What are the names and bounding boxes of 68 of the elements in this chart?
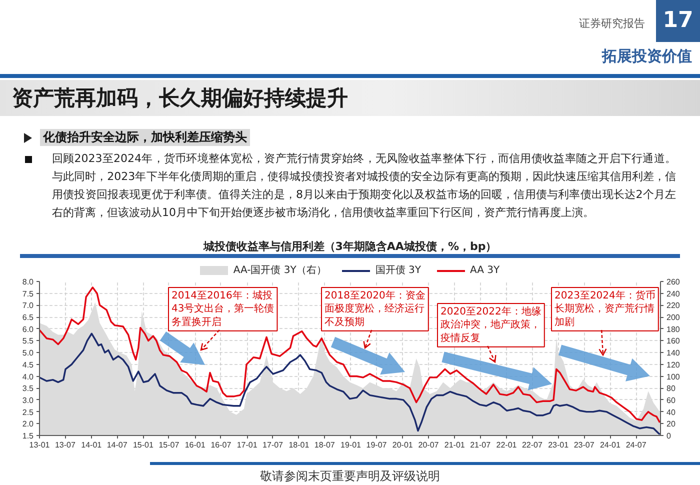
x-tick-label: 24-07	[626, 440, 647, 450]
x-tick-label: 17-07	[262, 440, 284, 450]
x-tick-label: 15-07	[158, 440, 180, 450]
text: 化债抬升安全边际，加快利差压缩势头	[40, 129, 250, 146]
y-tick-label: 6.0	[22, 324, 34, 334]
x-tick-label: 22-01	[496, 440, 518, 450]
text: 敬请参阅末页重要声明及评级说明	[259, 468, 441, 485]
annotation: 2018至2020年：资金面极度宽松，经济运行不及预期	[324, 290, 426, 328]
y-tick-label: 6.5	[22, 313, 34, 322]
x-tick-label: 18-01	[288, 440, 310, 450]
x-tick-label: 14-01	[81, 440, 102, 450]
x-tick-label: 23-07	[574, 440, 595, 450]
legend-label: AA-国开债 3Y（右）	[233, 265, 326, 276]
y-tick-label: 5.5	[22, 336, 34, 346]
x-tick-label: 21-01	[444, 440, 466, 450]
y2-tick-label: 180	[666, 324, 680, 334]
y2-tick-label: 20	[666, 420, 676, 429]
y2-tick-label: 220	[666, 301, 680, 310]
x-tick-label: 24-01	[600, 440, 621, 450]
y2-tick-label: 100	[666, 372, 680, 382]
y-tick-label: 4.0	[22, 372, 34, 382]
x-tick-label: 19-07	[366, 440, 388, 450]
y-tick-label: 8.0	[22, 278, 34, 286]
x-tick-label: 13-01	[29, 440, 50, 450]
chart-title: 资产荒再加码，长久期偏好持续提升	[0, 80, 700, 116]
x-tick-label: 22-07	[522, 440, 543, 450]
y-tick-label: 2.5	[22, 408, 34, 417]
y2-tick-label: 60	[666, 396, 676, 405]
x-tick-label: 18-07	[314, 440, 336, 450]
y-tick-label: 2.0	[22, 420, 34, 429]
y-tick-label: 1.5	[22, 432, 34, 440]
text: 证券研究报告	[578, 16, 645, 31]
legend-label: 国开债 3Y	[375, 265, 422, 276]
x-tick-label: 20-07	[418, 440, 440, 450]
line-series	[40, 286, 660, 424]
y2-tick-label: 120	[666, 360, 680, 370]
y2-tick-label: 140	[666, 348, 680, 358]
x-tick-label: 19-01	[340, 440, 362, 450]
x-tick-label: 17-01	[236, 440, 258, 450]
y2-tick-label: 200	[666, 313, 680, 322]
x-tick-label: 13-07	[54, 440, 76, 450]
y-tick-label: 3.0	[22, 396, 34, 405]
y-tick-label: 3.5	[22, 384, 34, 394]
annotation: 2023至2024年：货币长期宽松，资产荒行情加剧	[554, 290, 656, 328]
x-tick-label: 20-01	[392, 440, 414, 450]
y2-tick-label: 80	[666, 384, 676, 394]
y2-tick-label: 160	[666, 336, 680, 346]
chart-subtitle: 城投债收益率与信用利差（3年期隐含AA城投债，%，bp）	[202, 240, 498, 253]
y2-tick-label: 40	[666, 408, 676, 417]
y2-tick-label: 0	[666, 432, 672, 440]
x-tick-label: 21-07	[470, 440, 492, 450]
x-tick-label: 14-07	[106, 440, 128, 450]
x-tick-label: 16-01	[184, 440, 206, 450]
x-tick-label: 23-01	[548, 440, 570, 450]
y2-tick-label: 240	[666, 289, 680, 298]
legend-label: AA 3Y	[470, 265, 500, 276]
annotation: 2020至2022年：地缘政治冲突，地产政策，疫情反复	[440, 306, 542, 344]
y2-tick-label: 260	[666, 278, 680, 286]
y-tick-label: 7.5	[22, 289, 34, 298]
text: 回顾2023至2024年，货币环境整体宽松，资产荒行情贯穿始终，无风险收益率整体下行，而信用债收益率随之开启下行通道。与此同时，2023年下半年化债周期的重启，使得城投债投资者对城投债的安全边际有更高的预期，因此快速压缩其信用利差，信用债投资回报表现更优于利率债。值得关注的是，8月以来由于预期变化以及权益市场的回暖，信用债与利率债出现长达2个月左右的背离，但该波动从10月中下旬开始便逐步被市场消化，信用债收益率重回下行区间，资产荒行情再度上演。	[52, 151, 676, 221]
y-tick-label: 4.5	[22, 360, 34, 370]
text: 拓展投资价值	[602, 47, 692, 66]
x-tick-label: 16-07	[210, 440, 232, 450]
y-tick-label: 7.0	[22, 301, 34, 310]
text: 17	[656, 0, 700, 42]
annotation: 2014至2016年：城投43号文出台，第一轮债务置换开启	[172, 290, 274, 328]
y-tick-label: 5.0	[22, 348, 34, 358]
x-tick-label: 15-01	[132, 440, 154, 450]
